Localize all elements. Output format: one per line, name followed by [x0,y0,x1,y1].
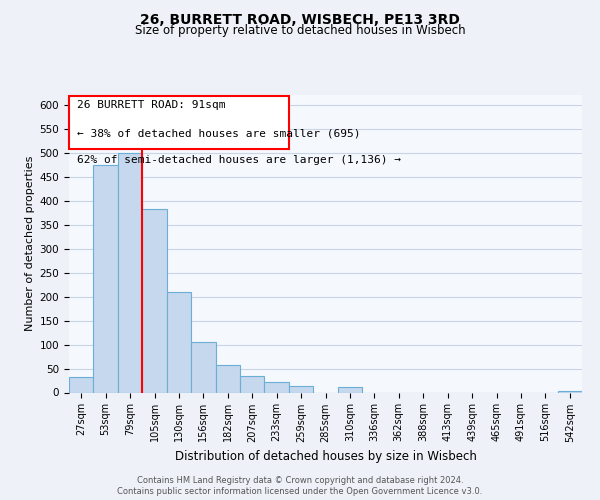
Text: Contains HM Land Registry data © Crown copyright and database right 2024.: Contains HM Land Registry data © Crown c… [137,476,463,485]
Bar [240,376,265,392]
Text: 26, BURRETT ROAD, WISBECH, PE13 3RD: 26, BURRETT ROAD, WISBECH, PE13 3RD [140,12,460,26]
Bar [142,209,167,392]
Bar [191,342,215,392]
Bar [69,377,94,392]
Bar [118,152,142,392]
Bar [265,382,289,392]
Text: ← 38% of detached houses are smaller (695): ← 38% of detached houses are smaller (69… [77,128,360,138]
X-axis label: Distribution of detached houses by size in Wisbech: Distribution of detached houses by size … [175,450,476,463]
Text: 26 BURRETT ROAD: 91sqm: 26 BURRETT ROAD: 91sqm [77,100,225,110]
Text: 62% of semi-detached houses are larger (1,136) →: 62% of semi-detached houses are larger (… [77,156,401,166]
Bar [215,364,240,392]
Text: Contains public sector information licensed under the Open Government Licence v3: Contains public sector information licen… [118,487,482,496]
FancyBboxPatch shape [69,96,289,148]
Bar [557,391,582,392]
Y-axis label: Number of detached properties: Number of detached properties [25,156,35,332]
Bar [338,387,362,392]
Bar [167,292,191,392]
Bar [94,164,118,392]
Bar [289,386,313,392]
Text: Size of property relative to detached houses in Wisbech: Size of property relative to detached ho… [134,24,466,37]
